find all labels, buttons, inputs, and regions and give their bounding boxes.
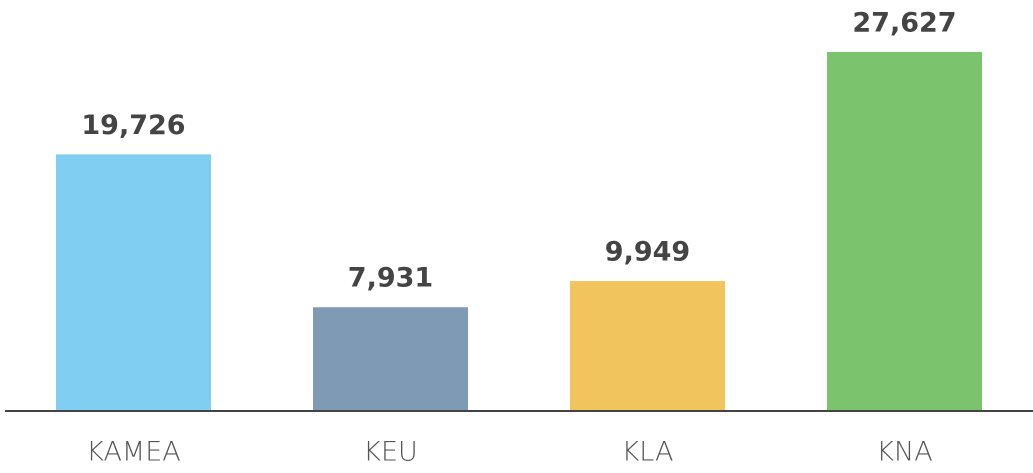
x-tick-label: KNA [876, 437, 932, 468]
bar [313, 307, 468, 410]
bar [570, 281, 725, 410]
bar [827, 52, 982, 410]
value-label: 19,726 [81, 110, 185, 141]
value-label: 9,949 [605, 237, 690, 268]
value-label: 7,931 [348, 263, 433, 294]
x-tick-label: KLA [622, 437, 674, 468]
value-label: 27,627 [852, 8, 956, 39]
bar [56, 154, 211, 410]
x-tick-label: KEU [363, 437, 418, 468]
x-tick-label: KAMEA [86, 437, 181, 468]
